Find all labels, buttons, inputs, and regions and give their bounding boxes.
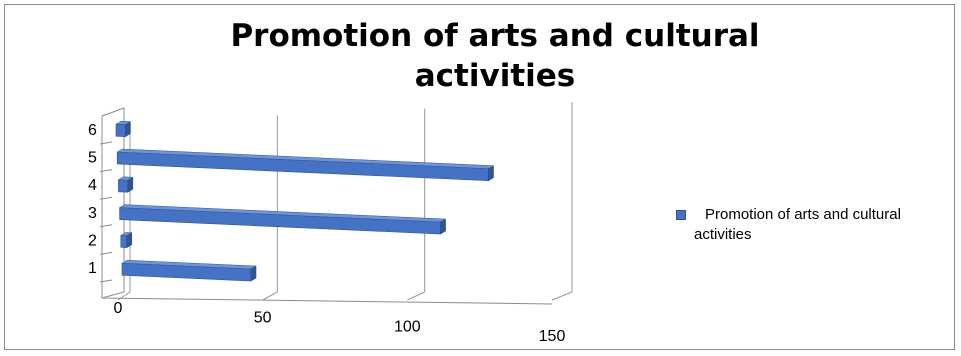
bar-end-face: [250, 265, 257, 282]
floor-gridline: [551, 291, 573, 301]
bar-end-face: [440, 218, 446, 235]
bar: [115, 123, 126, 137]
legend-label: Promotion of arts and cultural activitie…: [694, 206, 901, 243]
y-tick-mark: [99, 141, 113, 145]
y-tick-mark: [99, 279, 113, 283]
x-tick-label: 100: [394, 319, 421, 336]
y-tick-label: 2: [88, 232, 97, 249]
x-tick-label: 0: [114, 300, 123, 317]
y-tick-label: 6: [88, 122, 97, 139]
bar: [120, 235, 128, 248]
y-tick-mark: [99, 251, 113, 255]
bar: [118, 179, 129, 193]
y-tick-label: 3: [88, 205, 97, 222]
y-tick-mark: [99, 196, 113, 200]
x-tick-label: 150: [539, 328, 566, 345]
floor-gridline: [262, 291, 278, 301]
legend: Promotion of arts and cultural activitie…: [676, 205, 946, 245]
floor-gridline: [407, 291, 425, 301]
bar-end-face: [125, 121, 131, 138]
bar-end-face: [488, 165, 494, 182]
x-tick-label: 50: [254, 309, 272, 326]
y-tick-mark: [99, 224, 113, 228]
y-tick-label: 5: [88, 150, 97, 167]
y-tick-label: 4: [88, 177, 97, 194]
y-tick-mark: [99, 169, 113, 173]
bar-end-face: [127, 176, 134, 193]
legend-swatch: [676, 210, 686, 220]
side-wall: [101, 107, 125, 299]
floor-edge: [101, 297, 553, 305]
bar-end-face: [126, 232, 133, 249]
chart-title: Promotion of arts and cultural activitie…: [230, 18, 760, 94]
y-tick-label: 1: [88, 260, 97, 277]
